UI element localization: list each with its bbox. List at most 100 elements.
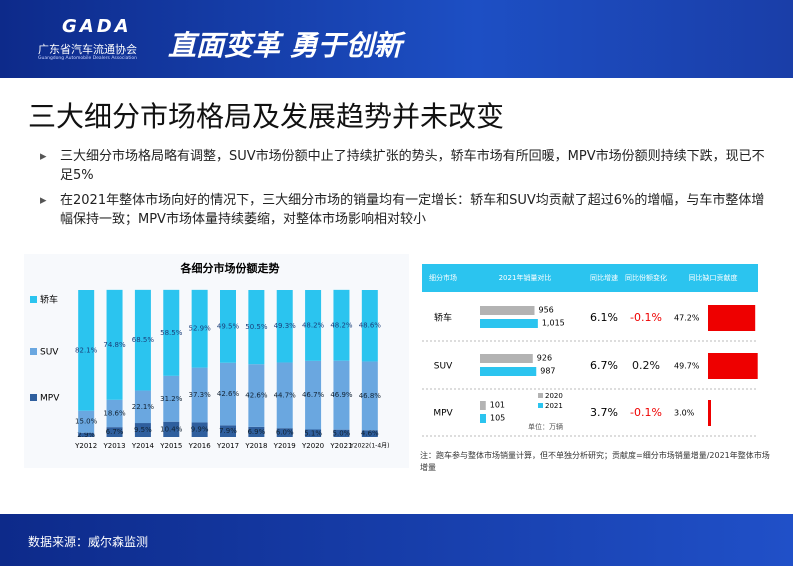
segment: MPV <box>433 409 453 419</box>
chart-title: 各细分市场份额走势 <box>180 261 280 275</box>
table-header: 同比缺口贡献度 <box>689 273 738 282</box>
value-label: 68.5% <box>132 336 155 344</box>
value-label: 5.0% <box>333 429 351 437</box>
x-tick-label: Y2017 <box>216 442 239 450</box>
contribution-bar <box>708 400 711 426</box>
bar-segment <box>361 430 378 437</box>
value-label: 9.9% <box>191 426 209 434</box>
slogan: 直面变革 勇于创新 <box>168 29 402 62</box>
value-label: 48.6% <box>359 322 382 330</box>
bar-segment <box>191 367 208 423</box>
contribution-label: 3.0% <box>674 409 695 418</box>
segment: 轿车 <box>434 312 452 324</box>
value-label: 7.9% <box>219 427 237 435</box>
source: 数据来源：威尔森监测 <box>28 535 149 549</box>
value-label: 2.9% <box>77 431 95 439</box>
bar-segment <box>220 425 236 437</box>
bar-segment <box>78 290 95 411</box>
value-label: 48.2% <box>302 321 325 329</box>
bullet-text: 在2021年整体市场向好的情况下，三大细分市场的销量均有一定增长：轿车和SUV均… <box>60 193 765 227</box>
bar-segment <box>106 289 123 400</box>
legend-swatch <box>538 403 543 408</box>
legend-swatch <box>538 393 543 398</box>
unit: 单位：万辆 <box>528 422 563 431</box>
sales-2021: 987 <box>540 367 555 376</box>
value-label: 31.2% <box>160 395 183 403</box>
x-tick-label: Y2022(1-4月) <box>349 443 389 450</box>
value-label: 42.6% <box>245 392 268 400</box>
contribution-bar <box>708 353 758 379</box>
bullet-text: 三大细分市场格局略有调整，SUV市场份额中止了持续扩张的势头，轿车市场有所回暖，… <box>60 149 765 183</box>
bar-segment <box>134 423 151 437</box>
org-name-en: Guangdong Automobile Dealers Association <box>38 56 137 61</box>
bar-segment <box>191 422 208 437</box>
value-label: 22.1% <box>132 403 155 411</box>
legend-label: 2021 <box>545 402 563 410</box>
bar-segment <box>106 427 123 437</box>
x-tick-label: Y2021 <box>329 442 352 450</box>
value-label: 5.1% <box>304 429 322 437</box>
table-header: 2021年销量对比 <box>499 273 552 282</box>
value-label: 52.9% <box>189 325 212 333</box>
logo: GADA <box>62 16 132 37</box>
legend-swatch <box>30 394 37 401</box>
bar-2020 <box>480 354 533 363</box>
footer-band <box>0 514 793 566</box>
value-label: 50.5% <box>245 323 268 331</box>
bar-segment <box>134 390 151 424</box>
value-label: 6.9% <box>247 428 265 436</box>
legend-label: MPV <box>40 394 60 404</box>
value-label: 4.6% <box>361 430 379 438</box>
table-header: 同比份额变化 <box>625 273 667 282</box>
bar-segment <box>361 361 378 431</box>
growth: 6.1% <box>590 311 618 324</box>
legend-label: 2020 <box>545 392 563 400</box>
bar-segment <box>248 290 265 365</box>
sales-2021: 1,015 <box>542 319 565 328</box>
bar-segment <box>78 432 95 437</box>
bar-segment <box>191 289 208 368</box>
contribution-label: 47.2% <box>674 314 700 323</box>
value-label: 49.5% <box>217 322 240 330</box>
bar-segment <box>333 289 350 361</box>
share-change: -0.1% <box>630 311 662 324</box>
bar-segment <box>163 421 180 437</box>
value-label: 44.7% <box>274 391 297 399</box>
bar-2021 <box>480 367 537 376</box>
bar-segment <box>305 429 322 437</box>
contribution-bar <box>708 305 756 331</box>
bar-segment <box>276 428 293 437</box>
x-tick-label: Y2016 <box>188 442 212 450</box>
sales-2020: 926 <box>537 354 552 363</box>
bar-2020 <box>480 401 486 410</box>
value-label: 48.2% <box>330 321 353 329</box>
value-label: 15.0% <box>75 418 98 426</box>
bar-segment <box>220 362 236 426</box>
bar-segment <box>248 364 265 427</box>
bar-2020 <box>480 306 535 315</box>
sales-2021: 105 <box>490 414 505 423</box>
x-tick-label: Y2020 <box>301 442 324 450</box>
x-tick-label: Y2014 <box>131 442 155 450</box>
value-label: 58.5% <box>160 329 183 337</box>
bullet: ▸ 三大细分市场格局略有调整，SUV市场份额中止了持续扩张的势头，轿车市场有所回暖… <box>40 149 765 183</box>
slide-title: 三大细分市场格局及发展趋势并未改变 <box>28 100 505 133</box>
segment: SUV <box>434 362 453 372</box>
legend-swatch <box>30 296 37 303</box>
x-tick-label: Y2012 <box>74 442 97 450</box>
value-label: 9.5% <box>134 426 152 434</box>
value-label: 82.1% <box>75 346 98 354</box>
bar-2021 <box>480 319 538 328</box>
growth: 3.7% <box>590 406 618 419</box>
bar-segment <box>78 410 95 433</box>
bar-segment <box>333 429 350 437</box>
value-label: 46.7% <box>302 391 325 399</box>
value-label: 18.6% <box>103 409 126 417</box>
value-label: 46.8% <box>359 392 382 400</box>
value-label: 42.6% <box>217 390 240 398</box>
table-header: 细分市场 <box>429 273 457 282</box>
legend-label: 轿车 <box>40 294 58 306</box>
header-band <box>0 0 793 78</box>
bar-segment <box>361 290 378 362</box>
